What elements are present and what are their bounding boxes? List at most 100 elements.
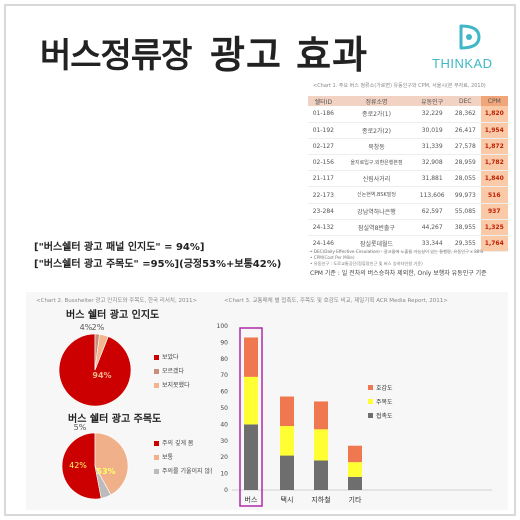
bar-segment [348,476,362,490]
y-tick-label: 30 [220,438,228,445]
y-tick-label: 90 [220,339,228,346]
table-cell: 26,417 [450,122,481,139]
legend-label: 접촉도 [376,412,393,420]
y-tick-label: 20 [220,454,228,461]
y-tick-label: 0 [224,487,228,494]
legend-swatch [154,383,159,388]
table-cell: 01-192 [308,122,339,139]
table-cell: 28,959 [450,154,481,172]
table-cell: 23-284 [308,203,339,220]
chart2-caption: <Chart 2. Busshelter 광고 인지도와 주목도, 한국 리서치… [36,298,198,304]
table-cell: 33,344 [414,235,451,253]
table-cell: 을지로입구.외환은행본점 [338,154,415,172]
table-cell: 잠실롯데월드 [338,235,415,253]
table-header-cell: 유동인구 [414,96,451,106]
y-tick-label: 10 [220,471,228,478]
legend-item: 보통 [154,452,173,461]
legend-label: 호감도 [376,385,393,392]
table-header-cell: DEC [450,96,481,106]
table-cell: 강남역하나은행 [338,203,415,220]
table-header-cell: 정류소명 [338,96,415,106]
pie-slice [61,432,102,500]
table-row: 21-117 신림사거리 31,881 28,055 1,840 [308,170,508,188]
table-cell: 28,362 [450,106,481,123]
table-row: 22-173 신논현역.BSK빌딩 113,606 99,973 516 [308,186,508,204]
legend-label: 주의 깊게 봄 [162,440,194,447]
table-cell: 01-186 [308,106,339,123]
table-cell: 북창동 [338,138,415,156]
bar-segment [280,455,294,490]
table-cell: 종로2가(2) [338,122,415,139]
page-title-part2: 광고 효과 [210,33,369,77]
cpm-value-cell: 1,954 [480,122,508,139]
attention-stat: ["버스쉘터 광고 주목도" =95%](긍정53%+보통42%) [34,259,282,270]
legend-swatch [154,369,159,374]
table-cell: 32,229 [414,106,451,123]
cpm-value-cell: 1,764 [480,235,508,253]
chart1-note: • CPM(Cost Per Mille) [310,255,355,260]
pie-data-label: 94% [92,371,111,380]
legend-swatch [368,399,373,404]
table-cell: 02-156 [308,154,339,172]
pie-data-label: 4% [80,323,93,332]
cpm-value-cell: 1,325 [480,219,508,237]
bar-segment [348,462,362,477]
table-cell: 24-132 [308,219,339,237]
bar-segment [280,426,294,456]
pie-data-label: 5% [74,423,87,432]
pie2-title: 버스 쉘터 광고 주목도 [68,414,162,425]
table-row: 01-186 종로2가(1) 32,229 28,362 1,820 [308,106,508,123]
pie-data-label: 42% [69,461,87,470]
table-cell: 잠실역8번출구 [338,219,415,237]
cpm-value-cell: 1,820 [480,106,508,123]
chart1-note: • 유동인구 : 도로교통공단(정류장인근 및 버스 승하차인원 기준) [310,261,423,266]
table-cell: 99,973 [450,186,481,204]
x-tick-label: 택시 [281,495,294,504]
thinkad-logo-icon [459,24,481,50]
table-header-cell: CPM [480,96,508,106]
table-cell: 31,881 [414,170,451,188]
cpm-basis-note: CPM 기준 : 일 전차의 버스승하차 제외한, Only 보행자 유동인구 … [310,270,487,277]
legend-swatch [368,413,373,418]
table-cell: 02-127 [308,138,339,156]
bar-segment [314,429,328,461]
table-cell: 113,606 [414,186,451,204]
table-cell: 24-146 [308,235,339,253]
cpm-value-cell: 937 [480,203,508,220]
legend-item: 모르겠다 [154,366,184,375]
legend-item: 주의를 기울이지 않음 [154,466,216,475]
pie-slice [94,432,129,496]
table-cell: 27,578 [450,138,481,156]
table-row: 23-284 강남역하나은행 62,597 55,085 937 [308,203,508,220]
x-tick-label: 기타 [349,495,362,504]
table-cell: 44,267 [414,219,451,237]
legend-label: 보았다 [162,354,179,361]
legend-swatch [154,455,159,460]
cpm-table-header: 쉘터ID 정류소명 유동인구 DEC CPM [308,96,508,106]
table-row: 24-132 잠실역8번출구 44,267 38,955 1,325 [308,219,508,237]
table-cell: 21-117 [308,170,339,188]
page-frame [4,4,516,516]
legend-item: 주의 깊게 봄 [154,438,193,447]
legend-label: 주의를 기울이지 않음 [162,468,216,475]
awareness-stat: ["버스쉘터 광고 패널 인지도" = 94%] [34,242,205,253]
chart2-panel: <Chart 2. Busshelter 광고 인지도와 주목도, 한국 리서치… [26,292,216,510]
cpm-value-cell: 1,872 [480,138,508,156]
table-cell: 22-173 [308,186,339,204]
pie1-chart: 94% 2%4% [58,323,132,407]
chart3-panel: <Chart 3. 교통매체 별 접촉도, 주목도 및 호감도 비교, 제일기획… [212,292,508,510]
legend-swatch [154,469,159,474]
pie-slice [94,465,112,499]
table-cell: 32,908 [414,154,451,172]
y-tick-label: 60 [220,389,228,396]
y-tick-label: 70 [220,372,228,379]
cpm-table: 쉘터ID 정류소명 유동인구 DEC CPM 01-186 종로2가(1) 32,229 28… [308,96,508,253]
page-title-part1: 버스정류장 [40,36,192,76]
table-cell: 38,955 [450,219,481,237]
pie2-chart: 53% 42% 5% [61,423,129,500]
bar-segment [244,424,258,490]
legend-item: 보지못했다 [154,380,190,389]
table-cell: 종로2가(1) [338,106,415,123]
table-row: 24-146 잠실롯데월드 33,344 29,355 1,764 [308,235,508,253]
